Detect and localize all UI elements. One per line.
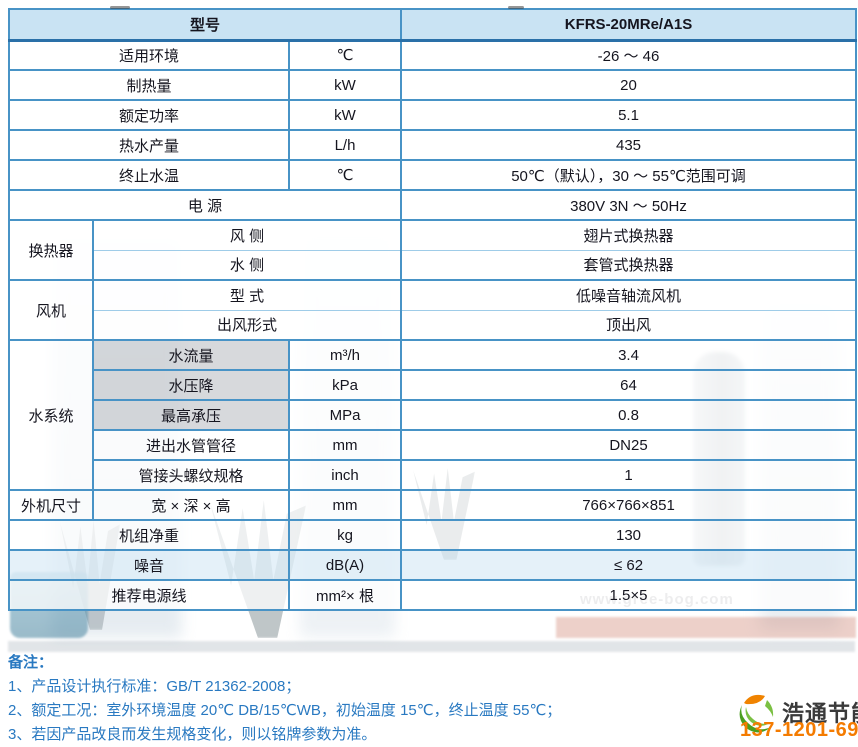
- spec-label-cell: 进出水管管径: [92, 429, 289, 460]
- group-cell-fan: 风机: [8, 279, 93, 340]
- spec-label-cell: 额定功率: [8, 99, 289, 130]
- spec-unit-cell: kW: [288, 69, 401, 100]
- table-header-row: 型号 KFRS-20MRe/A1S: [8, 8, 856, 42]
- spec-value-cell: -26 ～ 46: [400, 39, 856, 70]
- table-row: 换热器 风 侧 翅片式换热器: [8, 219, 856, 280]
- remarks-section: 备注： 1、产品设计执行标准：GB/T 21362-2008； 2、额定工况：室…: [8, 651, 561, 747]
- spec-value-cell: 低噪音轴流风机: [400, 279, 856, 310]
- spec-unit-cell: L/h: [288, 129, 401, 160]
- scan-artifact-mark: [110, 6, 130, 9]
- spec-value-cell: 766×766×851: [400, 489, 856, 520]
- spec-label-cell: 终止水温: [8, 159, 289, 190]
- table-row: 水压降 kPa 64: [9, 369, 856, 400]
- spec-unit-cell: ℃: [288, 159, 401, 190]
- table-row: 终止水温 ℃ 50℃（默认），30 ～ 55℃范围可调: [8, 159, 856, 190]
- table-row: 推荐电源线 mm²× 根 1.5×5: [8, 579, 856, 610]
- table-row-power: 电 源 380V 3N ～ 50Hz: [8, 189, 856, 220]
- spec-label-cell: 热水产量: [8, 129, 289, 160]
- table-row: 外机尺寸 宽 × 深 × 高 mm 766×766×851: [8, 489, 856, 520]
- spec-value-cell: 翅片式换热器: [400, 219, 856, 250]
- spec-label-cell: 水压降: [92, 369, 289, 400]
- company-name: 浩通节能: [782, 701, 858, 726]
- spec-value-cell: 50℃（默认），30 ～ 55℃范围可调: [400, 159, 856, 190]
- remarks-heading: 备注：: [8, 654, 54, 671]
- table-row: 最高承压 MPa 0.8: [9, 399, 856, 430]
- model-value-cell: KFRS-20MRe/A1S: [400, 8, 856, 42]
- table-row: 出风形式 顶出风: [9, 309, 856, 340]
- table-row: 适用环境 ℃ -26 ～ 46: [8, 39, 856, 70]
- group-cell-water-system: 水系统: [8, 339, 93, 490]
- table-row: 额定功率 kW 5.1: [8, 99, 856, 130]
- spec-label-cell: 管接头螺纹规格: [92, 459, 289, 490]
- spec-table: 型号 KFRS-20MRe/A1S 适用环境 ℃ -26 ～ 46 制热量 kW…: [8, 8, 857, 611]
- spec-value-cell: 3.4: [400, 339, 856, 370]
- spec-label-cell: 电 源: [8, 189, 401, 220]
- spec-label-cell: 水 侧: [92, 249, 401, 280]
- spec-label-cell: 噪音: [8, 549, 289, 580]
- spec-value-cell: 64: [400, 369, 856, 400]
- spec-value-cell: 380V 3N ～ 50Hz: [400, 189, 856, 220]
- table-row: 水系统 水流量 m³/h 3.4: [8, 339, 856, 490]
- spec-unit-cell: kPa: [288, 369, 401, 400]
- spec-label-cell: 宽 × 深 × 高: [92, 489, 289, 520]
- photo-red-band: [556, 617, 856, 638]
- spec-unit-cell: mm²× 根: [288, 579, 401, 610]
- spec-label-cell: 制热量: [8, 69, 289, 100]
- spec-unit-cell: inch: [288, 459, 401, 490]
- remark-line: 3、若因产品改良而发生规格变化，则以铭牌参数为准。: [8, 726, 377, 743]
- spec-label-cell: 出风形式: [92, 309, 401, 340]
- spec-unit-cell: MPa: [288, 399, 401, 430]
- company-phone: 137-1201-6909: [740, 719, 858, 741]
- spec-label-cell: 适用环境: [8, 39, 289, 70]
- spec-unit-cell: mm: [288, 489, 401, 520]
- table-row: 风机 型 式 低噪音轴流风机: [8, 279, 856, 340]
- spec-unit-cell: m³/h: [288, 339, 401, 370]
- spec-unit-cell: kW: [288, 99, 401, 130]
- spec-label-cell: 水流量: [92, 339, 289, 370]
- spec-value-cell: 套管式换热器: [400, 249, 856, 280]
- spec-value-cell: 435: [400, 129, 856, 160]
- spec-value-cell: 20: [400, 69, 856, 100]
- spec-label-cell: 最高承压: [92, 399, 289, 430]
- table-row: 水 侧 套管式换热器: [9, 249, 856, 280]
- table-row: 进出水管管径 mm DN25: [9, 429, 856, 460]
- spec-label-cell: 机组净重: [8, 519, 289, 550]
- spec-value-cell: 5.1: [400, 99, 856, 130]
- spec-value-cell: 1.5×5: [400, 579, 856, 610]
- scan-artifact-mark: [508, 6, 524, 9]
- spec-value-cell: 顶出风: [400, 309, 856, 340]
- spec-value-cell: 130: [400, 519, 856, 550]
- spec-unit-cell: ℃: [288, 39, 401, 70]
- spec-unit-cell: mm: [288, 429, 401, 460]
- remark-line: 2、额定工况：室外环境温度 20℃ DB/15℃WB，初始温度 15℃，终止温度…: [8, 702, 562, 719]
- spec-unit-cell: dB(A): [288, 549, 401, 580]
- spec-label-cell: 风 侧: [92, 219, 401, 250]
- table-row: 管接头螺纹规格 inch 1: [9, 459, 856, 490]
- table-row: 热水产量 L/h 435: [8, 129, 856, 160]
- spec-label-cell: 推荐电源线: [8, 579, 289, 610]
- table-row: 制热量 kW 20: [8, 69, 856, 100]
- photo-gray-band: [8, 641, 855, 652]
- group-cell-outdoor-dimensions: 外机尺寸: [8, 489, 93, 520]
- company-logo-icon: [739, 694, 774, 733]
- spec-label-cell: 型 式: [92, 279, 401, 310]
- model-label-cell: 型号: [8, 8, 401, 42]
- spec-value-cell: ≤ 62: [400, 549, 856, 580]
- spec-value-cell: 1: [400, 459, 856, 490]
- table-row: 机组净重 kg 130: [8, 519, 856, 550]
- table-row: 噪音 dB(A) ≤ 62: [8, 549, 856, 580]
- remark-line: 1、产品设计执行标准：GB/T 21362-2008；: [8, 678, 301, 695]
- spec-value-cell: DN25: [400, 429, 856, 460]
- spec-unit-cell: kg: [288, 519, 401, 550]
- company-logo: 浩通节能 137-1201-6909: [738, 688, 858, 746]
- spec-value-cell: 0.8: [400, 399, 856, 430]
- group-cell-heat-exchanger: 换热器: [8, 219, 93, 280]
